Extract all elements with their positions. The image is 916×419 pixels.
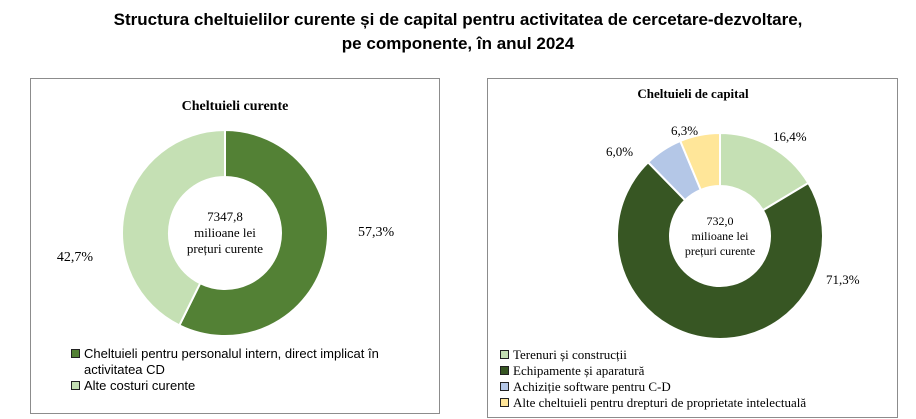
- legend-label: Echipamente și aparatură: [513, 363, 645, 378]
- data-label-echipamente-si-aparatura: 71,3%: [826, 272, 860, 287]
- data-label-achizitie-software-pentru-c-d: 6,0%: [606, 144, 633, 159]
- data-label-alte-costuri-curente: 42,7%: [57, 250, 94, 265]
- center-text-line-1: 732,0: [707, 214, 734, 228]
- current-expenses-panel: Cheltuieli curente 7347,8 milioane lei pre…: [30, 78, 440, 414]
- legend-swatch: [500, 350, 509, 359]
- page-title: Structura cheltuielilor curente și de ca…: [0, 8, 916, 56]
- legend-item-terenuri-si-constructii: Terenuri și construcții: [500, 347, 895, 363]
- legend-swatch: [500, 382, 509, 391]
- chart-legend: Terenuri și construcții Echipamente și ap…: [500, 347, 895, 411]
- legend-swatch: [71, 381, 80, 390]
- legend-label: Achiziție software pentru C-D: [513, 379, 671, 394]
- legend-item-achizitie-software-pentru-c-d: Achiziție software pentru C-D: [500, 379, 895, 395]
- slice-echipamente-si-aparatura: [616, 160, 824, 340]
- center-text-line-3: prețuri curente: [187, 241, 263, 256]
- chart-title: Cheltuieli curente: [182, 99, 289, 114]
- center-text-line-1: 7347,8: [207, 209, 243, 224]
- chart-legend: Cheltuieli pentru personalul intern, dir…: [71, 346, 431, 394]
- data-label-terenuri-si-constructii: 16,4%: [773, 129, 807, 144]
- legend-label: Alte costuri curente: [84, 378, 196, 393]
- slice-alte-cheltuieli-pentru-drepturi-de-proprietate-intelectuala: [678, 131, 721, 192]
- title-line-2: pe componente, în anul 2024: [341, 34, 575, 53]
- title-line-1: Structura cheltuielilor curente și de ca…: [113, 10, 803, 29]
- center-text-line-3: prețuri curente: [685, 244, 755, 258]
- center-text-line-2: milioane lei: [692, 229, 750, 243]
- legend-item-cheltuieli-pentru-personalul-intern-direct-implicat-in-activitatea-cd: Cheltuieli pentru personalul intern, dir…: [71, 346, 431, 378]
- center-text-line-2: milioane lei: [194, 225, 256, 240]
- capital-expenses-panel: Cheltuieli de capital 732,0 milioane lei p…: [487, 78, 898, 418]
- chart-title: Cheltuieli de capital: [637, 86, 749, 101]
- legend-label: Terenuri și construcții: [513, 347, 627, 362]
- data-label-alte-cheltuieli-pentru-drepturi-de-proprietate-intelectuala: 6,3%: [671, 123, 698, 138]
- legend-swatch: [500, 366, 509, 375]
- slice-alte-costuri-curente: [121, 128, 226, 327]
- data-label-cheltuieli-pentru-personalul-intern-direct-implicat-in-activitatea-cd: 57,3%: [358, 225, 395, 240]
- legend-swatch: [71, 349, 80, 358]
- legend-label: Cheltuieli pentru personalul intern, dir…: [84, 346, 379, 377]
- slice-cheltuieli-pentru-personalul-intern-direct-implicat-in-activitatea-cd: [178, 128, 329, 337]
- legend-item-alte-cheltuieli-pentru-drepturi-de-proprietate-intelectuala: Alte cheltuieli pentru drepturi de propr…: [500, 395, 895, 411]
- legend-label: Alte cheltuieli pentru drepturi de propr…: [513, 395, 807, 410]
- legend-item-echipamente-si-aparatura: Echipamente și aparatură: [500, 363, 895, 379]
- legend-swatch: [500, 398, 509, 407]
- legend-item-alte-costuri-curente: Alte costuri curente: [71, 378, 431, 394]
